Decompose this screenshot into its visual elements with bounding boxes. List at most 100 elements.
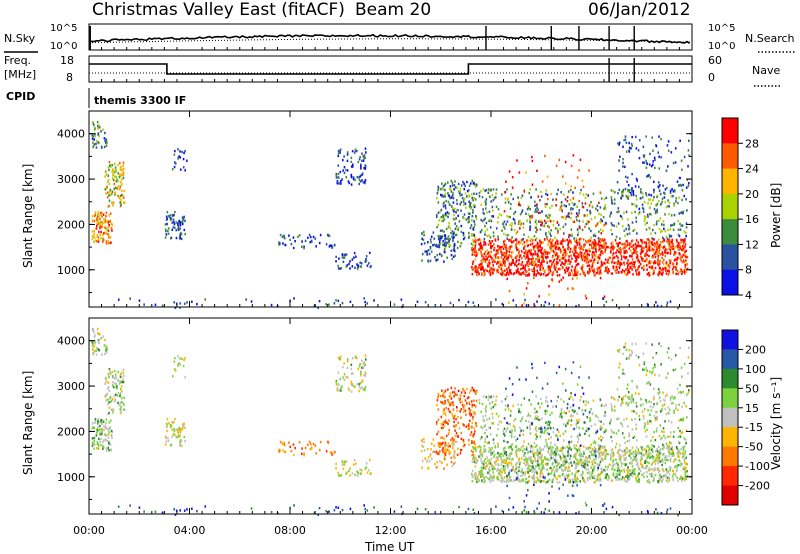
power-cell [588, 220, 590, 224]
velocity-cell [560, 447, 563, 450]
power-cell [621, 190, 623, 194]
power-cell [438, 243, 440, 247]
power-cell [593, 233, 596, 236]
velocity-cell [301, 447, 303, 450]
velocity-cell [91, 328, 94, 331]
power-cell [122, 176, 125, 180]
power-cell [96, 235, 99, 239]
power-cell [97, 132, 100, 135]
power-cell [655, 250, 657, 253]
velocity-cell [508, 445, 510, 449]
power-cell [594, 216, 596, 219]
power-cell [599, 253, 602, 257]
velocity-cell [525, 456, 527, 459]
colorbar-tick-label: 4 [745, 289, 752, 302]
velocity-cell [597, 473, 600, 476]
power-cell [337, 152, 340, 155]
power-cell [506, 272, 508, 275]
velocity-cell [488, 477, 490, 481]
velocity-cell [635, 480, 638, 483]
power-cell [439, 236, 441, 240]
velocity-cell [282, 449, 284, 452]
power-cell [625, 210, 628, 214]
velocity-cell [482, 473, 484, 476]
power-cell [453, 243, 456, 247]
power-cell [444, 213, 447, 217]
power-cell [504, 197, 507, 200]
velocity-cell [104, 433, 106, 436]
velocity-cell [567, 453, 570, 456]
power-cell [565, 250, 568, 253]
power-cell [350, 173, 353, 177]
power-cell [647, 174, 649, 178]
velocity-cell [496, 476, 498, 479]
power-cell [484, 207, 487, 210]
power-cell [179, 150, 181, 153]
velocity-cell [117, 401, 119, 405]
power-cell [554, 247, 557, 251]
power-cell [119, 196, 121, 199]
velocity-cell [114, 398, 117, 401]
power-cell [475, 252, 478, 255]
power-cell [91, 234, 94, 238]
power-cell [453, 231, 456, 234]
velocity-cell [100, 437, 102, 441]
power-cell [472, 301, 475, 304]
velocity-cell [673, 457, 676, 461]
power-cell [491, 269, 493, 272]
power-cell [120, 198, 122, 202]
power-cell [523, 254, 525, 258]
power-cell [549, 260, 551, 263]
velocity-cell [619, 459, 622, 463]
power-cell [468, 212, 471, 215]
velocity-cell [173, 420, 175, 424]
power-cell [475, 192, 478, 196]
power-cell [557, 230, 559, 233]
velocity-cell [619, 470, 621, 474]
power-cell [676, 240, 678, 243]
velocity-cell [463, 443, 466, 447]
power-cell [543, 260, 545, 263]
power-cell [115, 170, 118, 173]
power-cell [683, 271, 686, 275]
power-cell [519, 227, 521, 230]
power-cell [284, 243, 287, 247]
power-cell [545, 274, 547, 277]
power-cell [539, 211, 542, 214]
power-cell [509, 245, 511, 249]
velocity-cell [497, 462, 499, 466]
power-cell [630, 147, 633, 150]
power-cell [551, 255, 554, 259]
velocity-cell [518, 449, 520, 452]
velocity-cell [556, 481, 559, 484]
power-cell [619, 261, 622, 265]
power-cell [662, 247, 664, 250]
velocity-cell [493, 455, 495, 459]
power-cell [684, 238, 686, 241]
power-cell [579, 226, 581, 230]
velocity-cell [500, 463, 503, 466]
velocity-cell [555, 464, 558, 468]
velocity-cell [590, 473, 593, 476]
power-cell [572, 191, 574, 194]
power-cell [497, 248, 500, 251]
power-cell [177, 155, 180, 159]
power-cell [637, 241, 640, 244]
power-cell [662, 268, 664, 271]
power-cell [528, 273, 531, 277]
velocity-cell [104, 395, 107, 398]
velocity-cell [452, 415, 455, 419]
power-cell [659, 192, 662, 196]
velocity-cell [107, 385, 110, 389]
power-cell [602, 297, 605, 300]
power-cell [169, 216, 172, 220]
power-cell [499, 262, 501, 266]
velocity-cell [604, 473, 607, 477]
velocity-cell [518, 461, 521, 464]
power-cell [660, 272, 663, 275]
velocity-cell [628, 450, 631, 454]
power-cell [485, 188, 488, 192]
velocity-cell [502, 467, 505, 470]
velocity-cell [540, 448, 543, 451]
power-cell [581, 265, 584, 268]
